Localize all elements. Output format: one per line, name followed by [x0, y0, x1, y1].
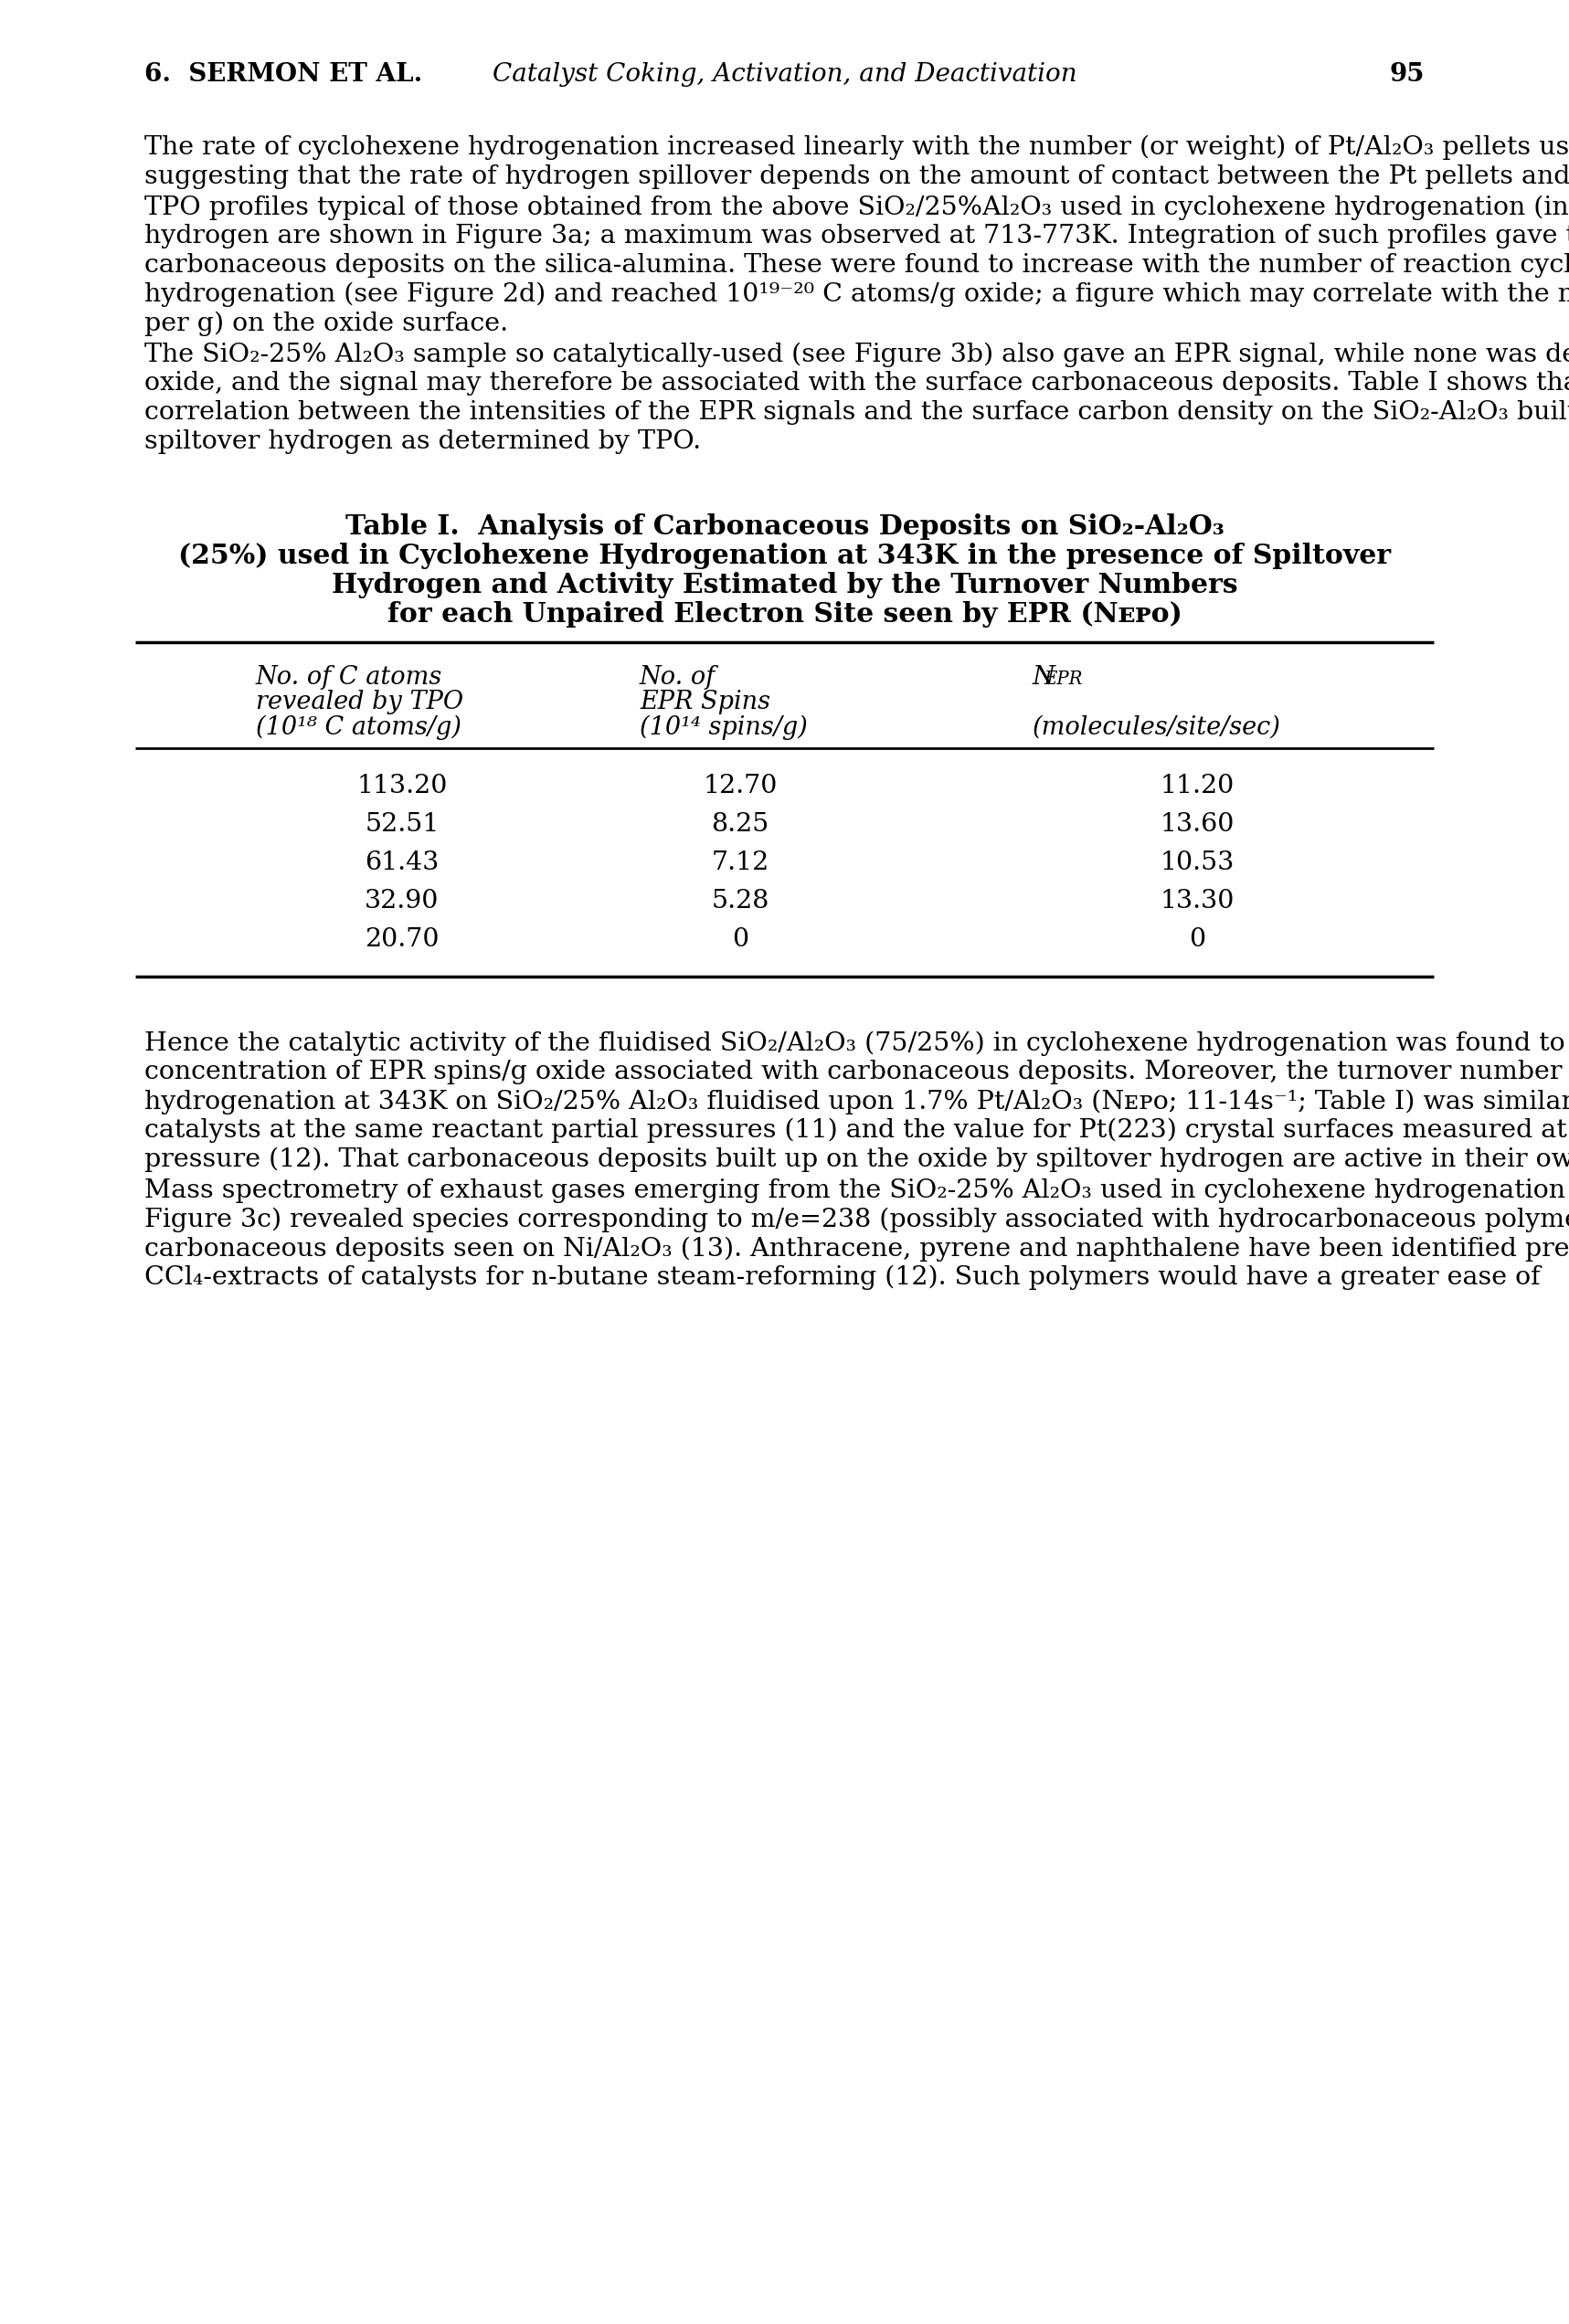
Text: (molecules/site/sec): (molecules/site/sec)	[1032, 716, 1282, 739]
Text: (25%) used in Cyclohexene Hydrogenation at 343K in the presence of Spiltover: (25%) used in Cyclohexene Hydrogenation …	[179, 541, 1390, 569]
Text: No. of: No. of	[640, 665, 715, 690]
Text: TPO profiles typical of those obtained from the above SiO₂/25%Al₂O₃ used in cycl: TPO profiles typical of those obtained f…	[144, 195, 1569, 221]
Text: 0: 0	[1189, 927, 1205, 951]
Text: per g) on the oxide surface.: per g) on the oxide surface.	[144, 311, 508, 337]
Text: correlation between the intensities of the EPR signals and the surface carbon de: correlation between the intensities of t…	[144, 400, 1569, 425]
Text: 32.90: 32.90	[366, 888, 439, 913]
Text: 10.53: 10.53	[1159, 851, 1235, 874]
Text: concentration of EPR spins/g oxide associated with carbonaceous deposits. Moreov: concentration of EPR spins/g oxide assoc…	[144, 1060, 1569, 1085]
Text: 52.51: 52.51	[366, 811, 439, 837]
Text: pressure (12). That carbonaceous deposits built up on the oxide by spiltover hyd: pressure (12). That carbonaceous deposit…	[144, 1148, 1569, 1171]
Text: 113.20: 113.20	[356, 774, 447, 797]
Text: 95: 95	[1390, 63, 1425, 86]
Text: 8.25: 8.25	[711, 811, 769, 837]
Text: 0: 0	[731, 927, 748, 951]
Text: carbonaceous deposits seen on Ni/Al₂O₃ (13). Anthracene, pyrene and naphthalene : carbonaceous deposits seen on Ni/Al₂O₃ (…	[144, 1236, 1569, 1262]
Text: oxide, and the signal may therefore be associated with the surface carbonaceous : oxide, and the signal may therefore be a…	[144, 372, 1569, 395]
Text: Table I.  Analysis of Carbonaceous Deposits on SiO₂-Al₂O₃: Table I. Analysis of Carbonaceous Deposi…	[345, 514, 1224, 539]
Text: spiltover hydrogen as determined by TPO.: spiltover hydrogen as determined by TPO.	[144, 430, 701, 453]
Text: (10¹⁴ spins/g): (10¹⁴ spins/g)	[640, 716, 808, 741]
Text: Catalyst Coking, Activation, and Deactivation: Catalyst Coking, Activation, and Deactiv…	[493, 63, 1076, 86]
Text: hydrogenation (see Figure 2d) and reached 10¹⁹⁻²⁰ C atoms/g oxide; a figure whic: hydrogenation (see Figure 2d) and reache…	[144, 281, 1569, 307]
Text: hydrogen are shown in Figure 3a; a maximum was observed at 713-773K. Integration: hydrogen are shown in Figure 3a; a maxim…	[144, 223, 1569, 249]
Text: Figure 3c) revealed species corresponding to m/e=238 (possibly associated with h: Figure 3c) revealed species correspondin…	[144, 1206, 1569, 1232]
Text: for each Unpaired Electron Site seen by EPR (Nᴇᴘᴏ): for each Unpaired Electron Site seen by …	[388, 602, 1181, 627]
Text: Hydrogen and Activity Estimated by the Turnover Numbers: Hydrogen and Activity Estimated by the T…	[331, 572, 1238, 597]
Text: 6.  SERMON ET AL.: 6. SERMON ET AL.	[144, 63, 422, 86]
Text: catalysts at the same reactant partial pressures (11) and the value for Pt(223) : catalysts at the same reactant partial p…	[144, 1118, 1569, 1143]
Text: 11.20: 11.20	[1159, 774, 1235, 797]
Text: suggesting that the rate of hydrogen spillover depends on the amount of contact : suggesting that the rate of hydrogen spi…	[144, 165, 1569, 188]
Text: carbonaceous deposits on the silica-alumina. These were found to increase with t: carbonaceous deposits on the silica-alum…	[144, 253, 1569, 279]
Text: EPR Spins: EPR Spins	[640, 690, 770, 713]
Text: 20.70: 20.70	[366, 927, 439, 951]
Text: 13.60: 13.60	[1159, 811, 1235, 837]
Text: (10¹⁸ C atoms/g): (10¹⁸ C atoms/g)	[256, 716, 461, 741]
Text: N: N	[1032, 665, 1056, 690]
Text: 61.43: 61.43	[366, 851, 439, 874]
Text: hydrogenation at 343K on SiO₂/25% Al₂O₃ fluidised upon 1.7% Pt/Al₂O₃ (Nᴇᴘᴏ; 11-1: hydrogenation at 343K on SiO₂/25% Al₂O₃ …	[144, 1090, 1569, 1113]
Text: Mass spectrometry of exhaust gases emerging from the SiO₂-25% Al₂O₃ used in cycl: Mass spectrometry of exhaust gases emerg…	[144, 1178, 1569, 1204]
Text: 13.30: 13.30	[1159, 888, 1235, 913]
Text: EPR: EPR	[1045, 669, 1083, 688]
Text: 7.12: 7.12	[711, 851, 769, 874]
Text: 12.70: 12.70	[703, 774, 777, 797]
Text: 5.28: 5.28	[711, 888, 769, 913]
Text: Hence the catalytic activity of the fluidised SiO₂/Al₂O₃ (75/25%) in cyclohexene: Hence the catalytic activity of the flui…	[144, 1032, 1569, 1055]
Text: The SiO₂-25% Al₂O₃ sample so catalytically-used (see Figure 3b) also gave an EPR: The SiO₂-25% Al₂O₃ sample so catalytical…	[144, 342, 1569, 367]
Text: revealed by TPO: revealed by TPO	[256, 690, 463, 713]
Text: The rate of cyclohexene hydrogenation increased linearly with the number (or wei: The rate of cyclohexene hydrogenation in…	[144, 135, 1569, 160]
Text: CCl₄-extracts of catalysts for n-butane steam-reforming (12). Such polymers woul: CCl₄-extracts of catalysts for n-butane …	[144, 1264, 1541, 1290]
Text: No. of C atoms: No. of C atoms	[256, 665, 442, 690]
